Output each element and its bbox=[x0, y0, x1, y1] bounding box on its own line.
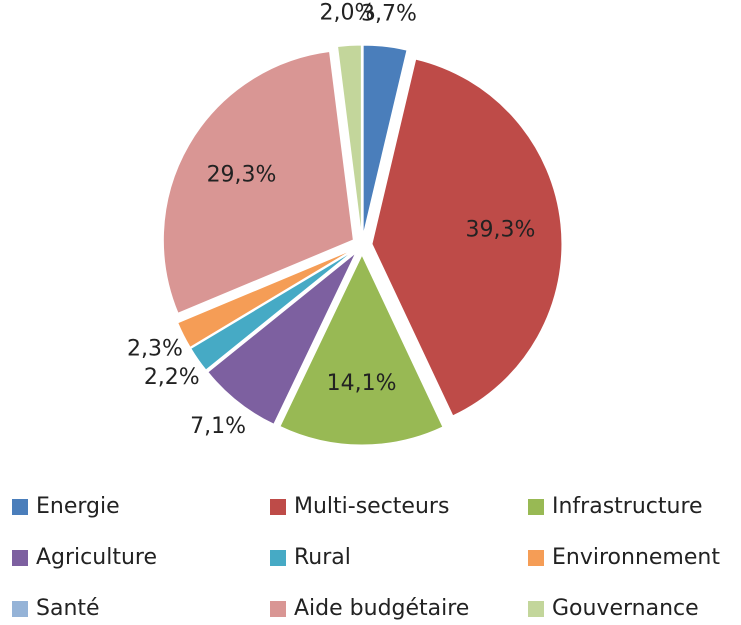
legend-label: Aide budgétaire bbox=[294, 596, 469, 621]
data-label: 2,2% bbox=[144, 365, 200, 390]
legend-swatch bbox=[528, 550, 544, 566]
pie-slice bbox=[371, 58, 563, 417]
legend-label: Energie bbox=[36, 494, 120, 519]
pie-slice bbox=[190, 250, 355, 371]
pie-slice bbox=[337, 44, 362, 236]
legend-label: Environnement bbox=[552, 545, 720, 570]
legend-label: Agriculture bbox=[36, 545, 157, 570]
legend-swatch bbox=[270, 601, 286, 617]
pie-slice bbox=[162, 50, 354, 314]
legend-swatch bbox=[528, 601, 544, 617]
pie-slice bbox=[279, 253, 444, 446]
data-label: 3,7% bbox=[361, 2, 417, 27]
data-label: 39,3% bbox=[466, 218, 536, 243]
data-label: 2,3% bbox=[127, 337, 183, 362]
data-label: 29,3% bbox=[207, 162, 277, 187]
pie-slice bbox=[362, 44, 408, 236]
pie-slice bbox=[207, 252, 357, 425]
data-label: 14,1% bbox=[327, 371, 397, 396]
legend-swatch bbox=[12, 499, 28, 515]
data-label: 7,1% bbox=[190, 414, 246, 439]
legend-label: Multi-secteurs bbox=[294, 494, 449, 519]
legend-swatch bbox=[12, 550, 28, 566]
legend-label: Rural bbox=[294, 545, 351, 570]
legend-swatch bbox=[12, 601, 28, 617]
data-label: 2,0% bbox=[319, 0, 375, 25]
legend-swatch bbox=[270, 499, 286, 515]
pie-slice bbox=[177, 249, 354, 348]
legend-label: Gouvernance bbox=[552, 596, 699, 621]
legend-label: Infrastructure bbox=[552, 494, 703, 519]
legend-swatch bbox=[270, 550, 286, 566]
legend-label: Santé bbox=[36, 596, 100, 621]
legend-swatch bbox=[528, 499, 544, 515]
